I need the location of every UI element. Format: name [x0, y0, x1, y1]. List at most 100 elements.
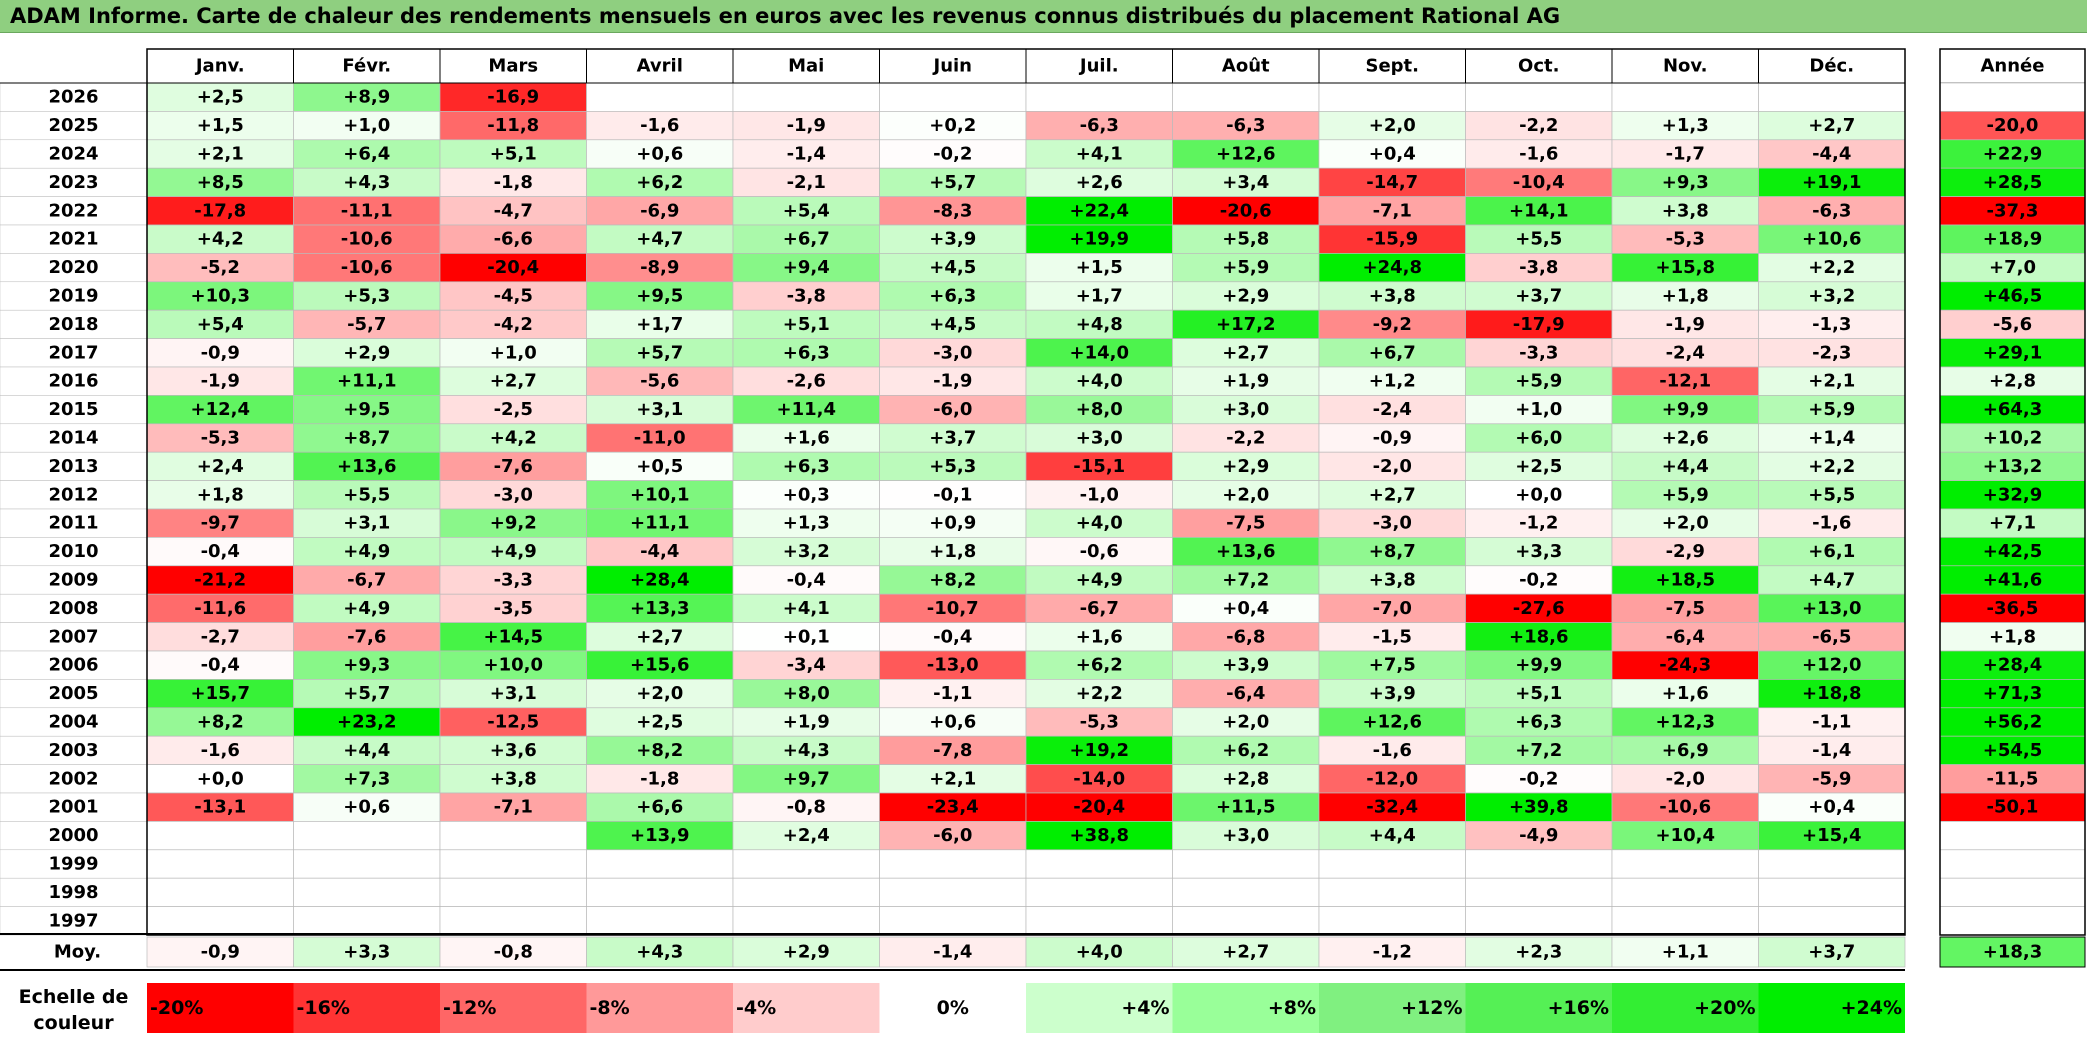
heatmap-cell — [1318, 821, 1466, 851]
cell-value: -12,5 — [487, 712, 539, 733]
year-label-cell — [0, 650, 148, 680]
month-header: Juil. — [1078, 56, 1119, 77]
heatmap-cell — [1172, 821, 1320, 851]
cell-value: +2,0 — [1222, 712, 1269, 733]
cell-value: -2,3 — [1812, 342, 1851, 363]
cell-value: +3,4 — [1222, 172, 1269, 193]
cell-value: -17,8 — [194, 200, 246, 221]
cell-value: +6,2 — [1076, 655, 1123, 676]
average-value: +2,3 — [1515, 942, 1562, 963]
cell-value: -4,5 — [494, 286, 533, 307]
cell-value: +9,2 — [490, 513, 537, 534]
heatmap-cell — [1025, 764, 1173, 794]
average-cell — [1758, 936, 1906, 968]
cell-value: +5,1 — [490, 144, 537, 165]
year-label-cell — [0, 309, 148, 339]
heatmap-cell — [1758, 253, 1906, 283]
heatmap-cell — [439, 821, 587, 851]
cell-value: +2,5 — [1515, 456, 1562, 477]
heatmap-cell — [1318, 451, 1466, 481]
cell-value: +8,5 — [197, 172, 244, 193]
cell-value: +9,4 — [783, 257, 830, 278]
heatmap-cell — [1465, 111, 1613, 141]
heatmap-cell — [1318, 480, 1466, 510]
cell-value: +0,0 — [1515, 484, 1562, 505]
cell-value: -20,4 — [487, 257, 539, 278]
heatmap-cell — [879, 338, 1027, 368]
month-header-cell — [732, 48, 880, 84]
heatmap-cell — [439, 508, 587, 538]
color-scale-swatch — [147, 983, 294, 1033]
heatmap-cell — [586, 139, 734, 169]
heatmap-cell — [146, 451, 294, 481]
heatmap-cell — [293, 707, 441, 737]
heatmap-cell — [586, 196, 734, 226]
cell-value: -4,7 — [494, 200, 533, 221]
heatmap-cell — [146, 196, 294, 226]
heatmap-cell — [1318, 679, 1466, 709]
average-cell — [732, 936, 880, 968]
heatmap-cell — [586, 707, 734, 737]
color-scale-label-value: -16% — [297, 997, 350, 1019]
year-label: 2009 — [48, 570, 98, 591]
heatmap-cell — [1172, 82, 1320, 112]
cell-value: -6,7 — [1080, 598, 1119, 619]
cell-value: +4,3 — [343, 172, 390, 193]
heatmap-cell — [293, 593, 441, 623]
heatmap-cell — [879, 650, 1027, 680]
year-label: 1999 — [48, 854, 98, 875]
year-label: 2007 — [48, 626, 98, 647]
cell-value: -7,5 — [1226, 513, 1265, 534]
cell-value: +14,5 — [484, 626, 544, 647]
heatmap-cell — [1025, 281, 1173, 311]
cell-value: -7,8 — [933, 740, 972, 761]
cell-value: -1,8 — [640, 768, 679, 789]
cell-value: -7,1 — [1373, 200, 1412, 221]
year-label-cell — [0, 537, 148, 567]
cell-value: +13,9 — [630, 825, 690, 846]
heatmap-cell — [732, 565, 880, 595]
annual-cell — [1939, 508, 2086, 538]
heatmap-cell — [1611, 849, 1759, 879]
color-scale-swatch — [733, 983, 880, 1033]
color-scale-label: couleur — [33, 1012, 114, 1034]
cell-value: -1,6 — [1519, 144, 1558, 165]
annual-cell — [1939, 480, 2086, 510]
heatmap-cell — [732, 707, 880, 737]
heatmap-cell — [293, 253, 441, 283]
heatmap-cell — [1172, 906, 1320, 936]
heatmap-cell — [146, 395, 294, 425]
heatmap-cell — [293, 735, 441, 765]
cell-value: +6,3 — [1515, 712, 1562, 733]
color-scale-label-value: -20% — [150, 997, 203, 1019]
annual-cell — [1939, 849, 2086, 879]
heatmap-cell — [586, 366, 734, 396]
year-label-cell — [0, 849, 148, 879]
year-label-cell — [0, 707, 148, 737]
cell-value: -4,4 — [640, 541, 679, 562]
heatmap-cell — [1025, 82, 1173, 112]
heatmap-cell — [879, 764, 1027, 794]
cell-value: +2,8 — [1222, 768, 1269, 789]
heatmap-cell — [293, 111, 441, 141]
average-value: +2,9 — [783, 942, 830, 963]
heatmap-cell — [1025, 565, 1173, 595]
heatmap-cell — [1465, 707, 1613, 737]
heatmap-cell — [1758, 366, 1906, 396]
average-annual-cell — [1939, 936, 2086, 968]
cell-value: +9,5 — [343, 399, 390, 420]
heatmap-cell — [439, 82, 587, 112]
heatmap-cell — [439, 877, 587, 907]
annual-value: -11,5 — [1987, 768, 2039, 789]
annual-value: +1,8 — [1989, 626, 2036, 647]
cell-value: +5,3 — [929, 456, 976, 477]
heatmap-cell — [1465, 877, 1613, 907]
cell-value: -9,7 — [201, 513, 240, 534]
heatmap-cell — [1758, 565, 1906, 595]
cell-value: +2,5 — [197, 87, 244, 108]
heatmap-cell — [732, 253, 880, 283]
cell-value: +2,4 — [783, 825, 830, 846]
cell-value: -2,9 — [1666, 541, 1705, 562]
year-label: 2022 — [48, 200, 98, 221]
